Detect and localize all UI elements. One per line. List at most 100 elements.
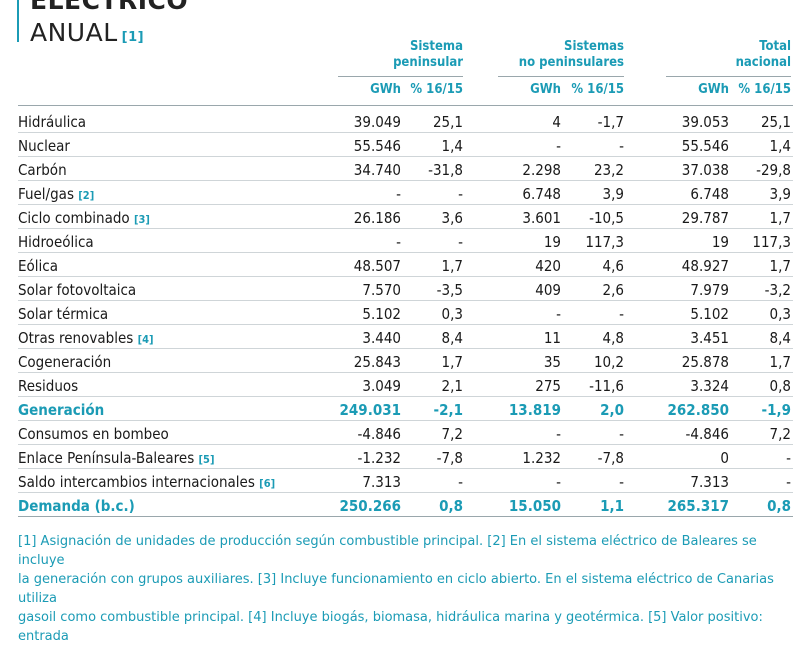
cell-value: -1.232 bbox=[357, 449, 402, 467]
cell-value: 34.740 bbox=[353, 161, 401, 179]
row-separator bbox=[18, 252, 793, 253]
cell-value: -10,5 bbox=[589, 209, 624, 227]
cell-value: 10,2 bbox=[593, 353, 624, 371]
footnote-line: [1] Asignación de unidades de producción… bbox=[18, 534, 757, 568]
group-line1: Sistemas bbox=[564, 39, 624, 54]
cell-value: - bbox=[556, 305, 561, 323]
cell-value: - bbox=[556, 425, 561, 443]
cell-value: 7.570 bbox=[362, 281, 401, 299]
cell-value: 4 bbox=[552, 113, 561, 131]
row-label: Generación bbox=[18, 401, 104, 419]
cell-value: - bbox=[619, 137, 624, 155]
row-label-text: Consumos en bombeo bbox=[18, 425, 169, 443]
group-header-total: Total nacional bbox=[660, 39, 791, 71]
subheader-pct: % 16/15 bbox=[571, 82, 624, 97]
cell-value: 39.049 bbox=[353, 113, 401, 131]
row-label-text: Hidroeólica bbox=[18, 233, 94, 251]
cell-value: - bbox=[458, 233, 463, 251]
title-note: [1] bbox=[121, 30, 145, 45]
cell-value: -7,8 bbox=[597, 449, 624, 467]
cell-value: 8,4 bbox=[769, 329, 791, 347]
table-row: Saldo intercambios internacionales [6] 7.… bbox=[18, 469, 793, 493]
row-label: Residuos bbox=[18, 377, 78, 395]
header-rule bbox=[18, 105, 793, 106]
row-separator bbox=[18, 324, 793, 325]
row-label-text: Demanda (b.c.) bbox=[18, 497, 135, 515]
cell-value: -29,8 bbox=[756, 161, 791, 179]
cell-value: 5.102 bbox=[362, 305, 401, 323]
cell-value: 7,2 bbox=[769, 425, 791, 443]
row-separator bbox=[18, 468, 793, 469]
row-label-text: Solar fotovoltaica bbox=[18, 281, 137, 299]
cell-value: 19 bbox=[711, 233, 729, 251]
cell-value: - bbox=[458, 185, 463, 203]
page-title-line2: ANUAL [1] bbox=[30, 18, 144, 47]
group-line2: no peninsulares bbox=[518, 55, 624, 70]
row-label: Cogeneración bbox=[18, 353, 111, 371]
cell-value: -31,8 bbox=[428, 161, 463, 179]
cell-value: -3,5 bbox=[436, 281, 463, 299]
row-separator bbox=[18, 372, 793, 373]
cell-value: 8,4 bbox=[441, 329, 463, 347]
cell-value: 48.927 bbox=[681, 257, 729, 275]
cell-value: 35 bbox=[543, 353, 561, 371]
row-note: [6] bbox=[259, 477, 276, 490]
cell-value: 7.313 bbox=[690, 473, 729, 491]
cell-value: 39.053 bbox=[681, 113, 729, 131]
cell-value: 0,8 bbox=[439, 497, 463, 515]
cell-value: 25,1 bbox=[432, 113, 463, 131]
table-bottom-rule bbox=[18, 516, 793, 517]
cell-value: 0 bbox=[720, 449, 729, 467]
row-label: Demanda (b.c.) bbox=[18, 497, 135, 515]
row-label-text: Fuel/gas bbox=[18, 185, 74, 203]
table-row: Consumos en bombeo -4.846 7,2 - - -4.846 7,2 bbox=[18, 421, 793, 445]
row-label: Consumos en bombeo bbox=[18, 425, 169, 443]
cell-value: 1,7 bbox=[441, 353, 463, 371]
cell-value: 250.266 bbox=[339, 497, 401, 515]
cell-value: 3,9 bbox=[769, 185, 791, 203]
cell-value: - bbox=[619, 305, 624, 323]
footnote-line: gasoil como combustible principal. [4] I… bbox=[18, 610, 763, 644]
cell-value: 7.313 bbox=[362, 473, 401, 491]
group-underline bbox=[498, 76, 624, 77]
row-note: [3] bbox=[133, 213, 150, 226]
group-header-no-peninsular: Sistemas no peninsulares bbox=[490, 39, 624, 71]
cell-value: -7,8 bbox=[436, 449, 463, 467]
row-label: Solar fotovoltaica bbox=[18, 281, 136, 299]
row-note: [2] bbox=[78, 189, 95, 202]
cell-value: 1,1 bbox=[600, 497, 624, 515]
row-separator bbox=[18, 180, 793, 181]
cell-value: -11,6 bbox=[589, 377, 624, 395]
cell-value: 1,7 bbox=[769, 257, 791, 275]
group-line2: peninsular bbox=[393, 55, 463, 70]
cell-value: 117,3 bbox=[585, 233, 624, 251]
table-row: Solar fotovoltaica 7.570 -3,5 409 2,6 7.979 -3… bbox=[18, 277, 793, 301]
cell-value: -1,7 bbox=[597, 113, 624, 131]
cell-value: 3.601 bbox=[522, 209, 561, 227]
cell-value: 409 bbox=[535, 281, 561, 299]
row-label-text: Solar térmica bbox=[18, 305, 109, 323]
cell-value: 25.843 bbox=[353, 353, 401, 371]
cell-value: -1,9 bbox=[761, 401, 791, 419]
cell-value: 4,6 bbox=[602, 257, 624, 275]
group-underline bbox=[338, 76, 463, 77]
title-accent-line bbox=[17, 0, 19, 42]
table-row: Enlace Península-Baleares [5] -1.232 -7,8 1… bbox=[18, 445, 793, 469]
cell-value: 7.979 bbox=[690, 281, 729, 299]
cell-value: 1,4 bbox=[441, 137, 463, 155]
cell-value: 25.878 bbox=[681, 353, 729, 371]
cell-value: 275 bbox=[535, 377, 561, 395]
row-label-text: Ciclo combinado bbox=[18, 209, 130, 227]
table-row: Fuel/gas [2] - - 6.748 3,9 6.748 3,9 bbox=[18, 181, 793, 205]
cell-value: - bbox=[786, 473, 791, 491]
cell-value: 37.038 bbox=[681, 161, 729, 179]
row-label-text: Residuos bbox=[18, 377, 79, 395]
table-row: Cogeneración 25.843 1,7 35 10,2 25.878 1,7 bbox=[18, 349, 793, 373]
cell-value: - bbox=[556, 473, 561, 491]
cell-value: 25,1 bbox=[760, 113, 791, 131]
group-line1: Sistema bbox=[410, 39, 463, 54]
cell-value: 2,1 bbox=[441, 377, 463, 395]
table-row: Residuos 3.049 2,1 275 -11,6 3.324 0,8 bbox=[18, 373, 793, 397]
subheader-gwh: GWh bbox=[370, 82, 401, 97]
cell-value: 0,3 bbox=[441, 305, 463, 323]
